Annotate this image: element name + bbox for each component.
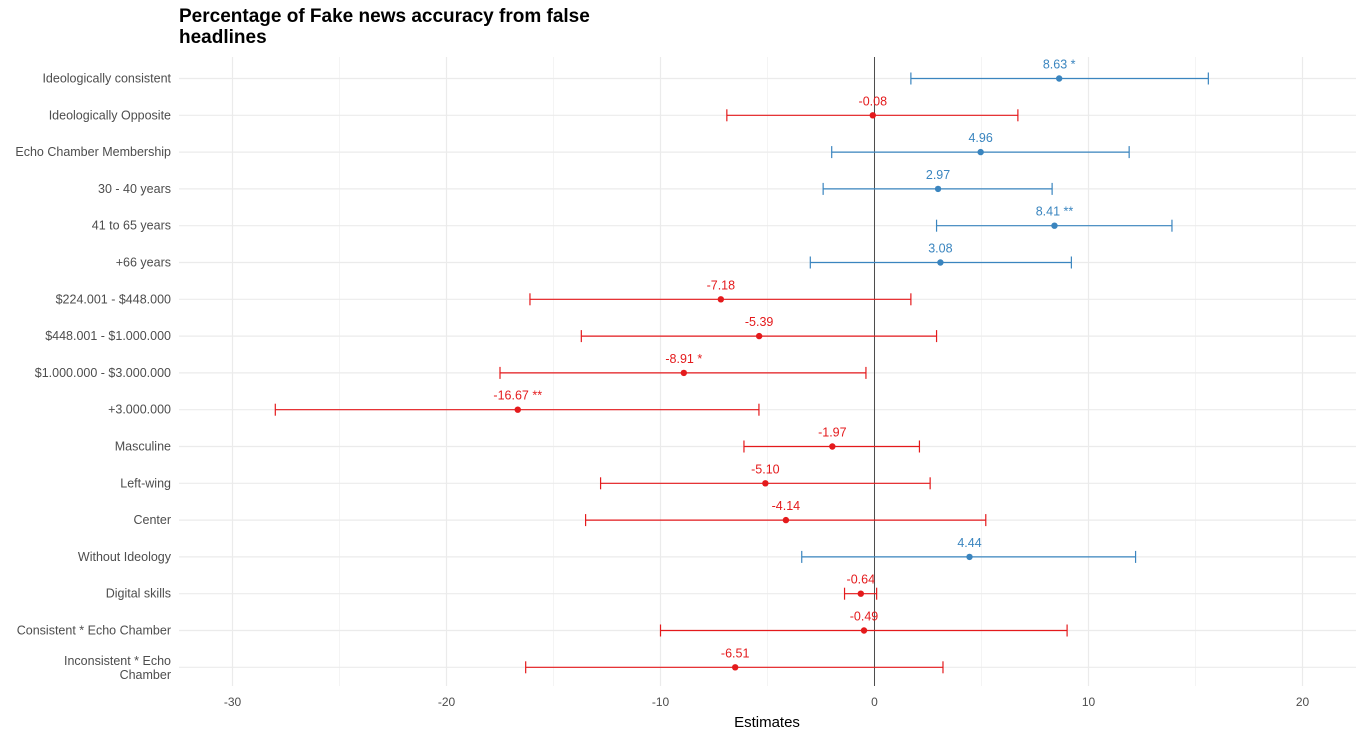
y-tick-label: Center — [133, 513, 171, 527]
x-tick-label: 20 — [1296, 695, 1310, 709]
y-tick-label: $1.000.000 - $3.000.000 — [35, 366, 171, 380]
x-tick-label: 10 — [1082, 695, 1096, 709]
data-label: 8.41 ** — [1036, 205, 1074, 219]
data-label: 3.08 — [928, 242, 952, 256]
data-label: -8.91 * — [665, 352, 702, 366]
y-tick-label: Echo Chamber Membership — [15, 145, 171, 159]
chart-title: Percentage of Fake news accuracy from fa… — [179, 6, 590, 48]
estimate-point — [514, 406, 521, 413]
data-label: -6.51 — [721, 646, 750, 660]
x-tick-label: -20 — [438, 695, 456, 709]
data-label: 8.63 * — [1043, 58, 1076, 72]
data-label: -0.64 — [847, 573, 876, 587]
data-label: -1.97 — [818, 426, 847, 440]
estimate-point — [937, 259, 944, 266]
data-label: -5.39 — [745, 315, 774, 329]
y-tick-label: Without Ideology — [78, 550, 172, 564]
y-tick-label: Masculine — [115, 440, 171, 454]
estimate-point — [731, 664, 739, 671]
data-label: -0.08 — [859, 94, 888, 108]
y-tick-label: Ideologically Opposite — [49, 108, 171, 122]
y-tick-label: 30 - 40 years — [98, 182, 171, 196]
y-tick-label: Digital skills — [106, 587, 171, 601]
estimate-point — [857, 590, 865, 597]
y-tick-label: Inconsistent * Echo Chamber — [64, 654, 171, 682]
y-tick-label: +66 years — [116, 256, 171, 270]
estimate-point — [829, 443, 836, 450]
data-label: -5.10 — [751, 462, 780, 476]
y-tick-label: 41 to 65 years — [92, 219, 171, 233]
estimate-point — [860, 627, 868, 634]
data-label: 2.97 — [926, 168, 950, 182]
data-label: 4.44 — [957, 536, 981, 550]
estimate-point — [755, 332, 763, 340]
data-label: -4.14 — [772, 499, 801, 513]
y-tick-label: +3.000.000 — [108, 403, 171, 417]
x-axis-label: Estimates — [734, 714, 800, 731]
y-tick-label: Consistent * Echo Chamber — [17, 624, 171, 638]
estimate-point — [762, 480, 769, 487]
estimate-point — [1051, 222, 1058, 229]
data-label: -7.18 — [707, 278, 736, 292]
estimate-point — [934, 185, 942, 193]
data-label: 4.96 — [968, 131, 992, 145]
y-tick-label: Ideologically consistent — [42, 72, 171, 86]
y-tick-label: $448.001 - $1.000.000 — [45, 329, 171, 343]
estimate-point — [717, 296, 725, 303]
estimate-point — [782, 516, 790, 524]
estimate-point — [1055, 75, 1063, 82]
x-tick-label: 0 — [871, 695, 878, 709]
x-tick-label: -10 — [652, 695, 670, 709]
estimate-point — [977, 148, 984, 156]
y-tick-label: $224.001 - $448.000 — [56, 292, 171, 306]
y-tick-label: Left-wing — [120, 476, 171, 490]
estimate-point — [869, 112, 876, 119]
estimate-point — [680, 369, 688, 377]
estimate-point — [966, 553, 973, 561]
x-tick-label: -30 — [224, 695, 242, 709]
data-label: -16.67 ** — [493, 389, 542, 403]
data-label: -0.49 — [850, 610, 879, 624]
